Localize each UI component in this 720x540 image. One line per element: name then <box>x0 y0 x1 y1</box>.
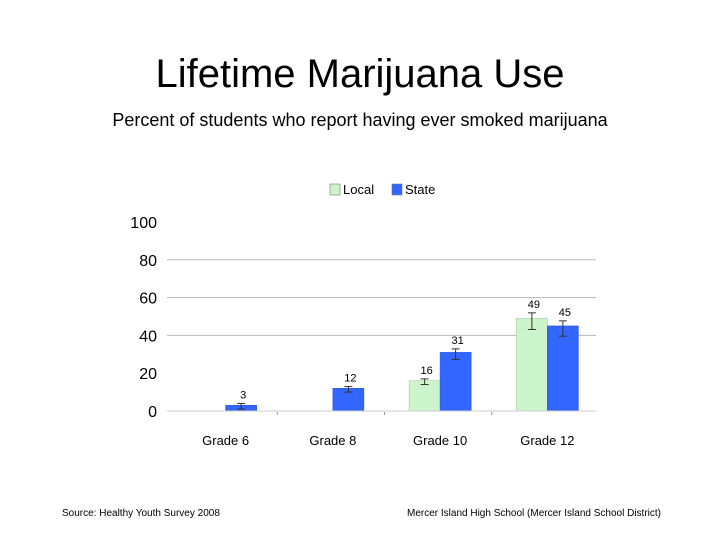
x-tick-label: Grade 6 <box>202 433 249 448</box>
y-tick-label: 80 <box>139 253 157 270</box>
data-label: 45 <box>559 307 571 319</box>
bar-local <box>516 318 548 412</box>
y-tick-label: 100 <box>130 215 157 232</box>
bar-state <box>439 352 472 412</box>
data-label: 49 <box>528 299 540 311</box>
source-footnote: Source: Healthy Youth Survey 2008 <box>62 508 220 519</box>
y-tick-label: 0 <box>148 404 157 421</box>
legend-label-local: Local <box>343 182 374 197</box>
legend-swatch-state <box>391 183 403 196</box>
bar-local <box>408 380 441 412</box>
data-label: 31 <box>452 335 464 347</box>
x-tick-label: Grade 8 <box>309 433 356 448</box>
data-label: 16 <box>421 365 433 377</box>
legend-swatch-local <box>329 183 341 196</box>
x-tick-label: Grade 10 <box>413 433 467 448</box>
x-tick-label: Grade 12 <box>520 433 574 448</box>
data-label: 12 <box>344 372 356 384</box>
data-label: 3 <box>240 389 246 401</box>
bar-state <box>547 325 579 412</box>
legend-label-state: State <box>405 182 435 197</box>
slide-title: Lifetime Marijuana Use <box>155 52 565 96</box>
y-tick-label: 40 <box>139 328 157 345</box>
slide-subtitle: Percent of students who report having ev… <box>112 110 608 130</box>
y-tick-label: 60 <box>139 291 157 308</box>
school-footnote: Mercer Island High School (Mercer Island… <box>407 508 661 519</box>
y-tick-label: 20 <box>139 366 157 383</box>
